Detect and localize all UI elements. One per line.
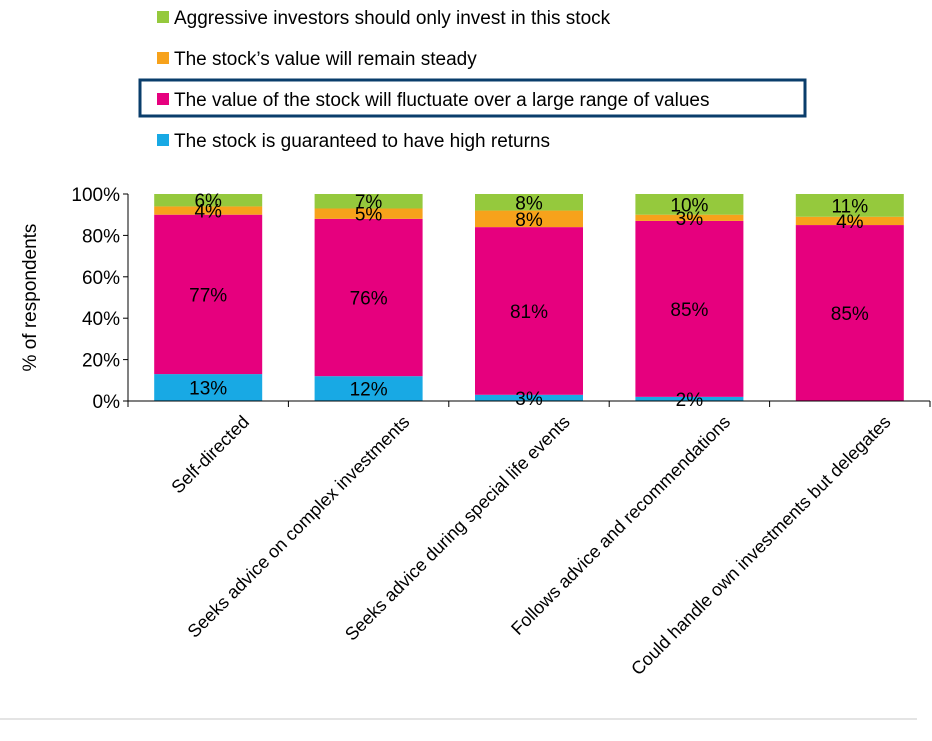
data-label: 85%	[831, 304, 869, 325]
legend-entry: The stock’s value will remain steady	[174, 49, 477, 70]
bar-segment	[795, 194, 904, 217]
category-label: Could handle own investments but delegat…	[627, 412, 894, 679]
y-tick-label: 20%	[82, 351, 120, 372]
bar-segment	[154, 206, 263, 215]
legend-swatch	[157, 52, 169, 64]
bar-segment	[475, 394, 583, 401]
legend-entry: The stock is guaranteed to have high ret…	[174, 131, 550, 152]
data-label: 8%	[515, 193, 543, 214]
bar-segment	[154, 374, 263, 401]
y-axis: 0% 20% 40% 60% 80% 100% % of respondents	[20, 185, 129, 413]
data-label: 3%	[515, 389, 543, 410]
data-label: 7%	[355, 192, 383, 213]
y-tick-label: 80%	[82, 226, 120, 247]
data-label: 4%	[194, 202, 222, 223]
legend-highlight-box	[138, 78, 807, 118]
data-label: 8%	[515, 210, 543, 231]
y-axis-title: % of respondents	[20, 224, 41, 372]
data-label: 5%	[355, 205, 383, 226]
data-labels: 13%77%4%6%12%76%5%7%3%81%8%8%2%85%3%10%8…	[189, 191, 869, 411]
bar-segment	[475, 210, 583, 228]
legend-swatch	[157, 93, 169, 105]
y-tick-label: 0%	[93, 392, 121, 413]
bar-segment	[314, 376, 423, 401]
bar-segment	[635, 214, 744, 221]
bar-segment	[475, 194, 583, 211]
bar-segment	[314, 218, 423, 377]
bar-segment	[314, 194, 423, 209]
data-label: 3%	[676, 209, 704, 230]
bar-segment	[475, 227, 583, 395]
bar-segment	[635, 220, 744, 397]
data-label: 81%	[510, 302, 548, 323]
data-label: 13%	[189, 379, 227, 400]
bar-segment	[154, 214, 263, 375]
data-label: 12%	[350, 380, 388, 401]
data-label: 6%	[194, 191, 222, 212]
legend-swatch	[157, 11, 169, 23]
legend-swatch	[157, 134, 169, 146]
y-tick-label: 60%	[82, 268, 120, 289]
legend-entry: The value of the stock will fluctuate ov…	[174, 90, 709, 111]
data-label: 77%	[189, 285, 227, 306]
bar-segment	[314, 208, 423, 219]
bar-segment	[635, 194, 744, 215]
data-label: 76%	[350, 289, 388, 310]
category-label: Self-directed	[167, 412, 253, 498]
legend-entry: Aggressive investors should only invest …	[174, 8, 611, 29]
legend: Aggressive investors should only invest …	[138, 8, 807, 152]
data-label: 85%	[670, 300, 708, 321]
bar-segment	[795, 225, 904, 401]
y-tick-label: 40%	[82, 309, 120, 330]
bar-segment	[795, 216, 904, 226]
bar-segment	[635, 396, 744, 401]
data-label: 2%	[676, 390, 704, 411]
data-label: 10%	[670, 195, 708, 216]
y-tick-label: 100%	[71, 185, 120, 206]
bar-segment	[154, 194, 263, 207]
bars	[154, 194, 904, 401]
data-label: 11%	[831, 196, 868, 217]
data-label: 4%	[836, 212, 864, 233]
